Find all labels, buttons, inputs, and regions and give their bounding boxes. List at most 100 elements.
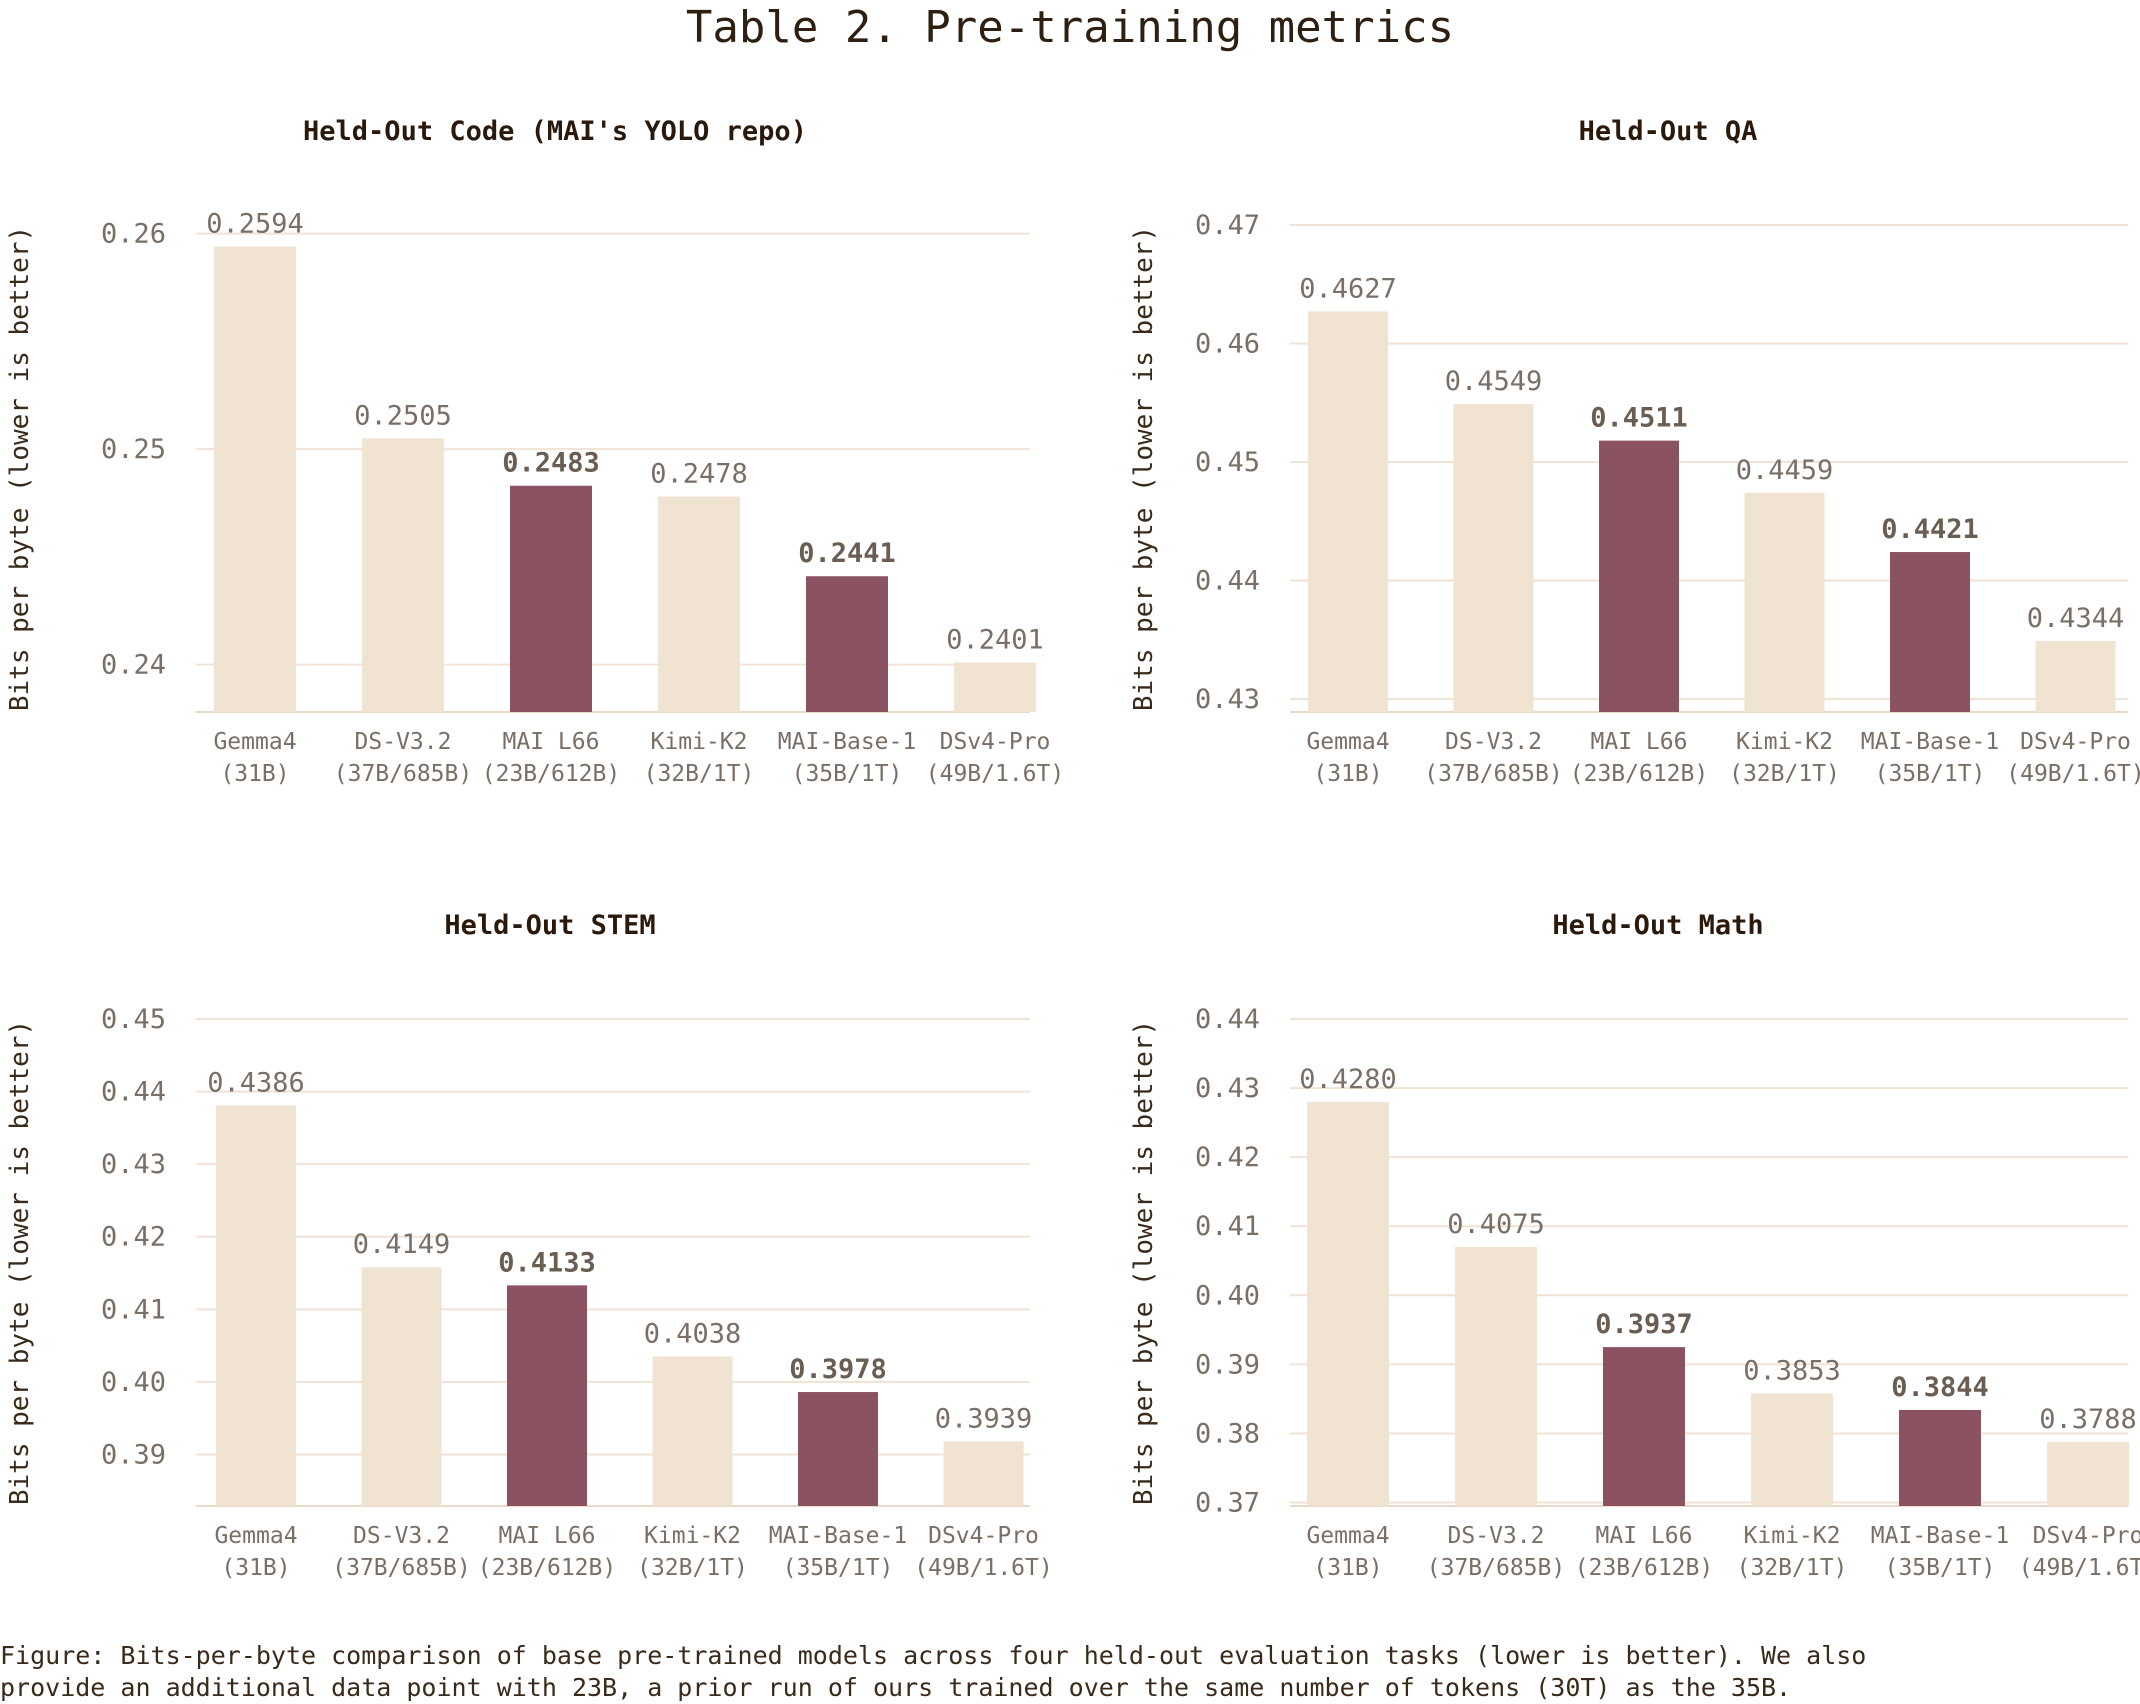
bar-0 xyxy=(214,246,296,712)
bar-1 xyxy=(362,438,444,712)
x-tick-label: Gemma4 (31B) xyxy=(214,1523,297,1581)
y-tick-label: 0.43 xyxy=(101,1149,166,1180)
y-tick-label: 0.44 xyxy=(1195,1004,1260,1035)
x-tick-label: Kimi-K2 (32B/1T) xyxy=(644,729,755,787)
bar-3 xyxy=(652,1356,733,1506)
bar-1 xyxy=(1455,1246,1537,1506)
y-axis-label: Bits per byte (lower is better) xyxy=(5,1020,35,1505)
data-label: 0.2441 xyxy=(798,538,896,569)
x-tick-label: MAI-Base-1 (35B/1T) xyxy=(1871,1523,2009,1581)
y-tick-label: 0.24 xyxy=(101,650,166,681)
bar-4 xyxy=(1899,1409,1981,1506)
bar-1 xyxy=(1453,403,1534,712)
y-tick-label: 0.40 xyxy=(1195,1280,1260,1311)
bar-0 xyxy=(1308,311,1388,712)
y-tick-label: 0.45 xyxy=(101,1004,166,1035)
y-tick-label: 0.43 xyxy=(1195,1073,1260,1104)
bar-2 xyxy=(507,1285,587,1506)
data-label: 0.2505 xyxy=(354,400,452,431)
page-title: Table 2. Pre-training metrics xyxy=(685,2,1455,53)
figure-caption: Figure: Bits-per-byte comparison of base… xyxy=(0,1641,1867,1702)
y-tick-label: 0.41 xyxy=(1195,1211,1260,1242)
y-tick-label: 0.41 xyxy=(101,1294,166,1325)
x-tick-label: Gemma4 (31B) xyxy=(1306,1523,1389,1581)
x-tick-label: MAI-Base-1 (35B/1T) xyxy=(778,729,916,787)
bar-0 xyxy=(1307,1101,1389,1506)
y-tick-label: 0.47 xyxy=(1195,210,1260,241)
x-tick-label: MAI-Base-1 (35B/1T) xyxy=(1861,729,1999,787)
bar-2 xyxy=(1603,1347,1685,1506)
data-label: 0.4038 xyxy=(644,1318,742,1349)
y-tick-label: 0.44 xyxy=(1195,565,1260,596)
y-tick-label: 0.38 xyxy=(1195,1418,1260,1449)
y-axis-label: Bits per byte (lower is better) xyxy=(1129,226,1159,711)
data-label: 0.4459 xyxy=(1736,455,1834,486)
chart-title: Held-Out QA xyxy=(1579,116,1758,147)
bar-2 xyxy=(1599,440,1679,712)
data-label: 0.3978 xyxy=(789,1354,887,1385)
bar-5 xyxy=(954,662,1036,712)
y-axis-label: Bits per byte (lower is better) xyxy=(1129,1020,1159,1505)
bar-4 xyxy=(798,1392,878,1506)
x-tick-label: Kimi-K2 (32B/1T) xyxy=(1737,1523,1848,1581)
bar-2 xyxy=(510,485,592,712)
x-tick-label: DSv4-Pro(49B/1.6T) xyxy=(2006,729,2140,787)
chart-title: Held-Out STEM xyxy=(444,910,655,941)
data-label: 0.3937 xyxy=(1595,1309,1693,1340)
x-tick-label: DSv4-Pro(49B/1.6T) xyxy=(2019,1523,2140,1581)
x-tick-label: DS-V3.2 (37B/685B) xyxy=(334,729,472,787)
chart-held-out-stem: Held-Out STEM Bits per byte (lower is bet… xyxy=(5,910,1053,1581)
data-label: 0.2401 xyxy=(946,624,1044,655)
y-tick-label: 0.40 xyxy=(101,1367,166,1398)
bar-3 xyxy=(1744,492,1825,712)
chart-title: Held-Out Math xyxy=(1552,910,1763,941)
data-label: 0.4075 xyxy=(1447,1209,1545,1240)
bar-3 xyxy=(658,496,740,712)
data-label: 0.4511 xyxy=(1590,403,1688,434)
bar-1 xyxy=(361,1267,442,1506)
x-tick-label: MAI L66 (23B/612B) xyxy=(482,729,620,787)
y-tick-label: 0.44 xyxy=(101,1077,166,1108)
x-tick-label: Gemma4 (31B) xyxy=(213,729,296,787)
x-tick-label: DS-V3.2 (37B/685B) xyxy=(1427,1523,1565,1581)
chart-held-out-code: Held-Out Code (MAI's YOLO repo) Bits per … xyxy=(5,116,1064,787)
bar-4 xyxy=(1890,552,1970,712)
x-tick-label: DSv4-Pro(49B/1.6T) xyxy=(914,1523,1052,1581)
data-label: 0.4280 xyxy=(1299,1064,1397,1095)
data-label: 0.3853 xyxy=(1743,1355,1841,1386)
bar-3 xyxy=(1751,1393,1833,1506)
x-tick-label: DS-V3.2 (37B/685B) xyxy=(332,1523,470,1581)
data-label: 0.4386 xyxy=(207,1067,305,1098)
y-tick-label: 0.43 xyxy=(1195,684,1260,715)
data-label: 0.3939 xyxy=(935,1403,1033,1434)
x-tick-label: MAI L66 (23B/612B) xyxy=(1575,1523,1713,1581)
data-label: 0.4549 xyxy=(1445,366,1543,397)
y-tick-label: 0.39 xyxy=(101,1439,166,1470)
data-label: 0.2483 xyxy=(502,448,600,479)
y-tick-label: 0.25 xyxy=(101,434,166,465)
chart-held-out-qa: Held-Out QA Bits per byte (lower is bette… xyxy=(1129,116,2140,787)
data-label: 0.4627 xyxy=(1299,273,1397,304)
y-tick-label: 0.46 xyxy=(1195,328,1260,359)
data-label: 0.2594 xyxy=(206,209,304,240)
y-tick-label: 0.42 xyxy=(101,1222,166,1253)
data-label: 0.3788 xyxy=(2039,1404,2137,1435)
y-tick-label: 0.26 xyxy=(101,219,166,250)
x-tick-label: Kimi-K2 (32B/1T) xyxy=(637,1523,748,1581)
y-tick-label: 0.39 xyxy=(1195,1349,1260,1380)
x-tick-label: MAI-Base-1 (35B/1T) xyxy=(769,1523,907,1581)
y-tick-label: 0.42 xyxy=(1195,1142,1260,1173)
x-tick-label: MAI L66 (23B/612B) xyxy=(478,1523,616,1581)
data-label: 0.4133 xyxy=(498,1247,596,1278)
y-tick-label: 0.37 xyxy=(1195,1488,1260,1519)
y-axis-label: Bits per byte (lower is better) xyxy=(5,226,35,711)
bar-5 xyxy=(943,1441,1024,1506)
x-tick-label: Gemma4 (31B) xyxy=(1306,729,1389,787)
data-label: 0.4421 xyxy=(1881,514,1979,545)
chart-title: Held-Out Code (MAI's YOLO repo) xyxy=(303,116,807,147)
chart-held-out-math: Held-Out Math Bits per byte (lower is bet… xyxy=(1129,910,2140,1581)
x-tick-label: DSv4-Pro(49B/1.6T) xyxy=(926,729,1064,787)
bar-5 xyxy=(2047,1441,2129,1506)
x-tick-label: Kimi-K2 (32B/1T) xyxy=(1729,729,1840,787)
bar-5 xyxy=(2035,640,2116,712)
